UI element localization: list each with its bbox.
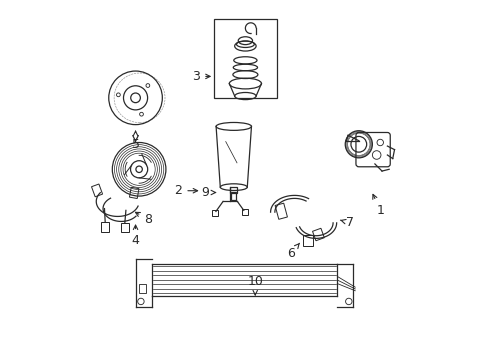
Text: 4: 4 [131,225,139,247]
Text: 3: 3 [192,70,210,83]
Bar [91,184,102,197]
Text: 10: 10 [247,275,263,295]
Text: 1: 1 [372,194,384,217]
Text: 9: 9 [201,186,215,199]
Bar [139,284,146,293]
Bar [231,192,236,200]
Bar [121,223,129,232]
Bar [101,222,108,232]
Bar [214,19,276,98]
Bar [230,187,237,193]
Bar [303,235,313,246]
Bar [312,228,324,241]
Bar [212,210,218,216]
Bar [242,209,247,215]
Text: 6: 6 [286,243,299,260]
Text: 2: 2 [174,184,197,197]
Bar [275,203,287,219]
Bar [129,187,139,198]
Text: 7: 7 [340,216,353,229]
Text: 5: 5 [131,131,139,151]
Text: 8: 8 [135,212,152,226]
